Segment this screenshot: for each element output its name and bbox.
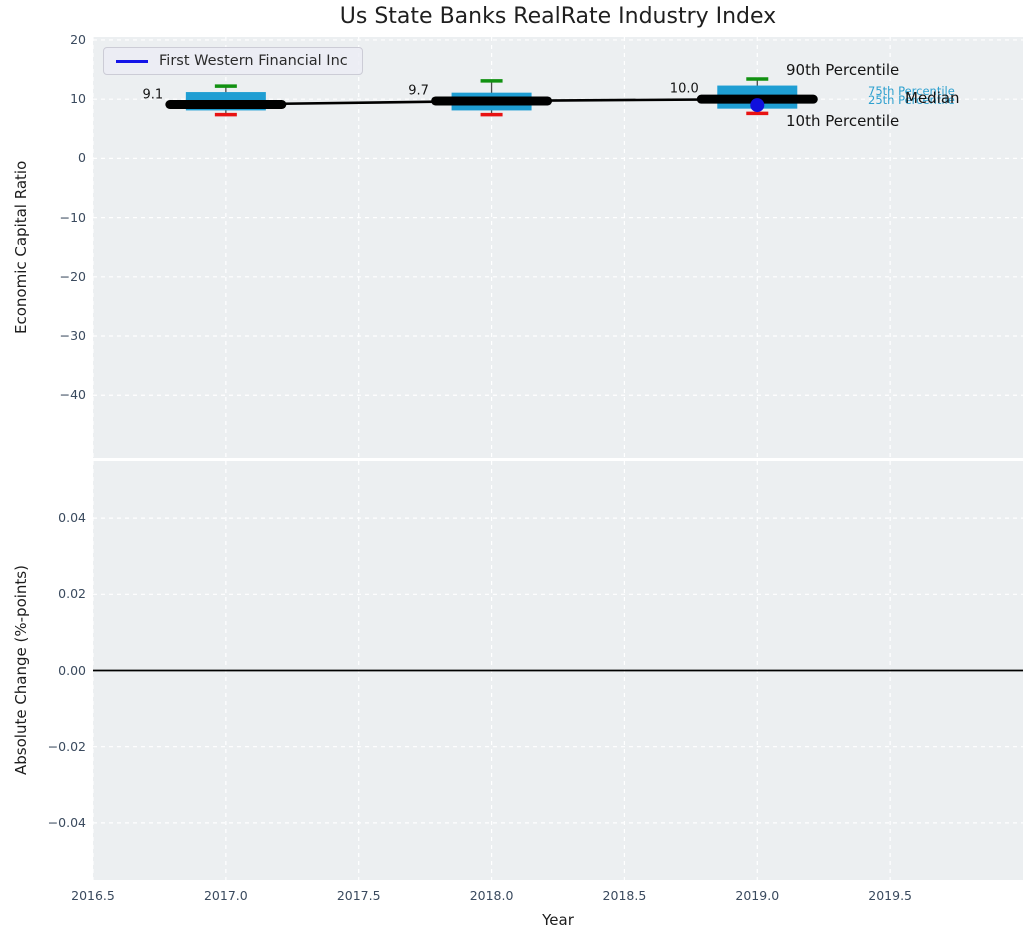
legend: First Western Financial Inc — [103, 47, 363, 75]
xtick-2019.5: 2019.5 — [868, 888, 913, 903]
x-axis-label: Year — [542, 911, 574, 929]
legend-label: First Western Financial Inc — [159, 53, 348, 69]
ytick-top-0: 0 — [78, 150, 86, 166]
xtick-2018.0: 2018.0 — [469, 888, 514, 903]
ytick-bottom-0.04: 0.04 — [58, 510, 86, 526]
bottom-plot-area — [93, 461, 1023, 880]
ytick-top-−40: −40 — [59, 387, 86, 403]
annotation-10th-percentile: 10th Percentile — [786, 112, 900, 130]
annotation-75th-percentile: 75th Percentile — [868, 84, 955, 98]
median-value-label-2017: 9.1 — [142, 87, 164, 102]
chart-title: Us State Banks RealRate Industry Index — [339, 4, 777, 29]
ytick-bottom-0.00: 0.00 — [58, 662, 86, 678]
ytick-top-20: 20 — [70, 31, 86, 47]
ytick-top-−10: −10 — [59, 209, 86, 225]
ytick-bottom-−0.02: −0.02 — [47, 738, 86, 754]
ytick-top-−30: −30 — [59, 328, 86, 344]
annotation-25th-percentile: 25th Percentile — [868, 93, 955, 107]
legend-line-swatch — [116, 59, 148, 63]
company-point-2019 — [750, 98, 765, 113]
ytick-top-−20: −20 — [59, 268, 86, 284]
top-plot-canvas — [93, 37, 1023, 458]
xtick-2017.0: 2017.0 — [203, 888, 248, 903]
median-value-label-2018: 9.7 — [408, 83, 429, 99]
median-value-label-2019: 10.0 — [669, 81, 699, 97]
top-plot-area — [93, 37, 1023, 458]
xtick-2018.5: 2018.5 — [602, 888, 647, 903]
bottom-plot-canvas — [93, 461, 1023, 880]
annotation-90th-percentile: 90th Percentile — [786, 61, 900, 79]
annotation-median: Median — [905, 89, 960, 107]
ytick-bottom-0.02: 0.02 — [58, 586, 86, 602]
xtick-2017.5: 2017.5 — [336, 888, 381, 903]
xtick-2019.0: 2019.0 — [735, 888, 780, 903]
ytick-bottom-−0.04: −0.04 — [47, 814, 86, 830]
xtick-2016.5: 2016.5 — [71, 888, 115, 903]
ytick-top-10: 10 — [70, 91, 86, 107]
